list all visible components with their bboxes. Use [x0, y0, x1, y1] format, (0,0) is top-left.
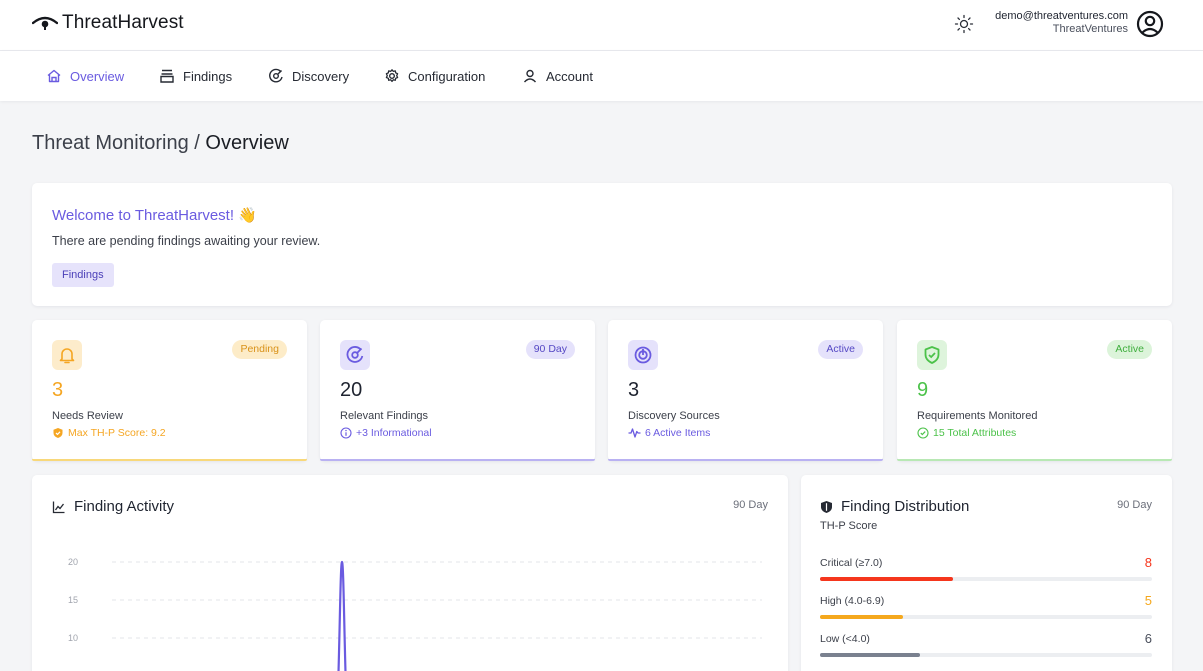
- eye-logo-icon: [32, 16, 58, 30]
- nav-label-discovery: Discovery: [292, 68, 350, 84]
- row-label: Low (<4.0): [820, 633, 870, 645]
- stat-sub: 6 Active Items: [628, 427, 710, 439]
- nav-item-discovery[interactable]: Discovery: [268, 51, 349, 101]
- welcome-title: Welcome to ThreatHarvest! 👋: [52, 207, 257, 224]
- stat-value: 3: [628, 379, 640, 401]
- nav-label-configuration: Configuration: [408, 68, 486, 84]
- y-tick-label: 10: [68, 633, 78, 643]
- welcome-text: There are pending findings awaiting your…: [52, 234, 321, 248]
- radar-icon: [340, 340, 370, 370]
- app-logo[interactable]: ThreatHarvest: [32, 12, 184, 34]
- breadcrumb-separator: /: [188, 132, 206, 154]
- distribution-title: Finding Distribution: [841, 498, 970, 515]
- activity-icon: [628, 428, 641, 438]
- nav-label-account: Account: [546, 68, 593, 84]
- finding-activity-card: Finding Activity 90 Day 20 15 10: [32, 475, 788, 671]
- row-value: 6: [1144, 631, 1152, 646]
- stat-card-relevant-findings[interactable]: 90 Day 20 Relevant Findings +3 Informati…: [320, 320, 595, 461]
- shield-check-icon: [917, 340, 947, 370]
- stat-label: Discovery Sources: [628, 410, 720, 422]
- stat-sub: 15 Total Attributes: [917, 427, 1016, 439]
- row-label: Critical (≥7.0): [820, 557, 883, 569]
- stat-sub: +3 Informational: [340, 427, 432, 439]
- row-value: 5: [1144, 593, 1152, 608]
- status-badge: Pending: [232, 340, 287, 359]
- accent-bar: [320, 459, 595, 461]
- accent-bar: [897, 459, 1172, 461]
- nav-label-findings: Findings: [183, 68, 233, 84]
- y-tick-label: 15: [68, 595, 78, 605]
- distribution-period: 90 Day: [1117, 499, 1152, 511]
- accent-bar: [32, 459, 307, 461]
- nav-item-overview[interactable]: Overview: [46, 51, 124, 101]
- y-tick-label: 20: [68, 557, 78, 567]
- stat-sub-text: Max TH-P Score: 9.2: [68, 427, 166, 439]
- check-circle-icon: [917, 427, 929, 439]
- findings-button[interactable]: Findings: [52, 263, 114, 287]
- activity-header: Finding Activity: [52, 498, 174, 515]
- stat-label: Requirements Monitored: [917, 410, 1038, 422]
- distribution-header: Finding Distribution: [820, 498, 969, 515]
- progress-track: [820, 653, 1152, 657]
- stat-value: 20: [340, 379, 363, 401]
- progress-track: [820, 577, 1152, 581]
- user-org: ThreatVentures: [1052, 23, 1128, 35]
- activity-title: Finding Activity: [74, 498, 175, 515]
- welcome-card: Welcome to ThreatHarvest! 👋 There are pe…: [32, 183, 1172, 306]
- status-badge: Active: [1107, 340, 1152, 359]
- app-name: ThreatHarvest: [62, 12, 184, 33]
- nav-item-configuration[interactable]: Configuration: [384, 51, 485, 101]
- activity-period: 90 Day: [733, 499, 768, 511]
- info-icon: [340, 427, 352, 439]
- gear-icon: [385, 69, 399, 83]
- stat-sub-text: 6 Active Items: [645, 427, 711, 439]
- bell-icon: [52, 340, 82, 370]
- stat-sub-text: 15 Total Attributes: [933, 427, 1017, 439]
- nav-label-overview: Overview: [70, 68, 125, 84]
- accent-bar: [608, 459, 883, 461]
- top-bar: ThreatHarvest demo@threatventures.com Th…: [0, 0, 1203, 51]
- row-value: 8: [1144, 555, 1152, 570]
- row-label: High (4.0-6.9): [820, 595, 885, 607]
- breadcrumb: Threat Monitoring / Overview: [32, 132, 289, 155]
- progress-fill: [820, 653, 920, 657]
- user-avatar-icon[interactable]: [1136, 10, 1164, 38]
- main-nav: Overview Findings Discovery Configuratio…: [0, 51, 1203, 101]
- shield-icon: [821, 500, 832, 513]
- home-icon: [47, 69, 61, 83]
- shield-icon: [53, 428, 63, 438]
- stat-value: 9: [917, 379, 929, 401]
- stat-card-needs-review[interactable]: Pending 3 Needs Review Max TH-P Score: 9…: [32, 320, 307, 461]
- stat-label: Needs Review: [52, 410, 123, 422]
- progress-fill: [820, 615, 903, 619]
- progress-fill: [820, 577, 953, 581]
- finding-distribution-card: Finding Distribution 90 Day TH-P Score C…: [801, 475, 1172, 671]
- sun-icon[interactable]: [954, 14, 974, 34]
- breadcrumb-parent[interactable]: Threat Monitoring: [32, 132, 189, 154]
- progress-track: [820, 615, 1152, 619]
- status-badge: Active: [818, 340, 863, 359]
- activity-chart[interactable]: 20 15 10: [32, 475, 788, 671]
- stat-card-discovery-sources[interactable]: Active 3 Discovery Sources 6 Active Item…: [608, 320, 883, 461]
- user-icon: [523, 69, 537, 83]
- stat-sub-text: +3 Informational: [356, 427, 432, 439]
- distribution-subtitle: TH-P Score: [820, 520, 878, 532]
- nav-item-account[interactable]: Account: [522, 51, 593, 101]
- user-info[interactable]: demo@threatventures.com ThreatVentures: [995, 10, 1128, 36]
- stat-sub: Max TH-P Score: 9.2: [52, 427, 166, 439]
- stat-value: 3: [52, 379, 64, 401]
- stat-label: Relevant Findings: [340, 410, 429, 422]
- breadcrumb-current: Overview: [205, 132, 289, 154]
- nav-item-findings[interactable]: Findings: [159, 51, 232, 101]
- user-email: demo@threatventures.com: [995, 10, 1128, 22]
- line-chart-icon: [52, 501, 65, 513]
- stat-card-requirements[interactable]: Active 9 Requirements Monitored 15 Total…: [897, 320, 1172, 461]
- tray-icon: [160, 69, 174, 83]
- target-icon: [628, 340, 658, 370]
- period-badge: 90 Day: [525, 340, 575, 359]
- radar-icon: [269, 68, 283, 83]
- activity-series-line[interactable]: [337, 560, 347, 671]
